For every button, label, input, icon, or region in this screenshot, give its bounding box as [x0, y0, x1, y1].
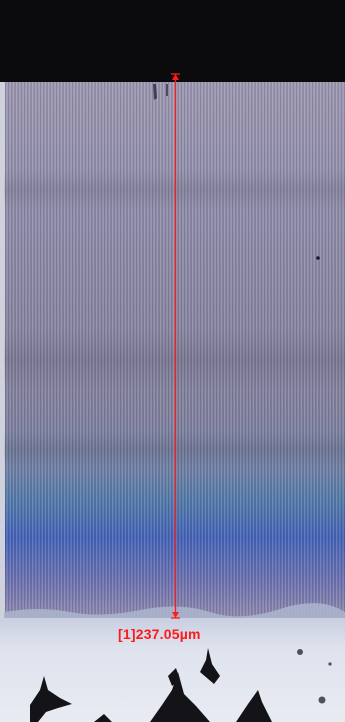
particle-dot	[316, 256, 320, 260]
dark-background-band	[0, 0, 345, 82]
measurement-line[interactable]	[171, 73, 180, 619]
measurement-end-arrow	[172, 612, 179, 618]
defect-mark	[153, 84, 157, 100]
substrate-cracks	[30, 648, 272, 722]
grating-left-edge	[0, 82, 5, 618]
measurement-start-arrow	[172, 74, 179, 80]
measurement-label: [1]237.05µm	[118, 626, 201, 642]
